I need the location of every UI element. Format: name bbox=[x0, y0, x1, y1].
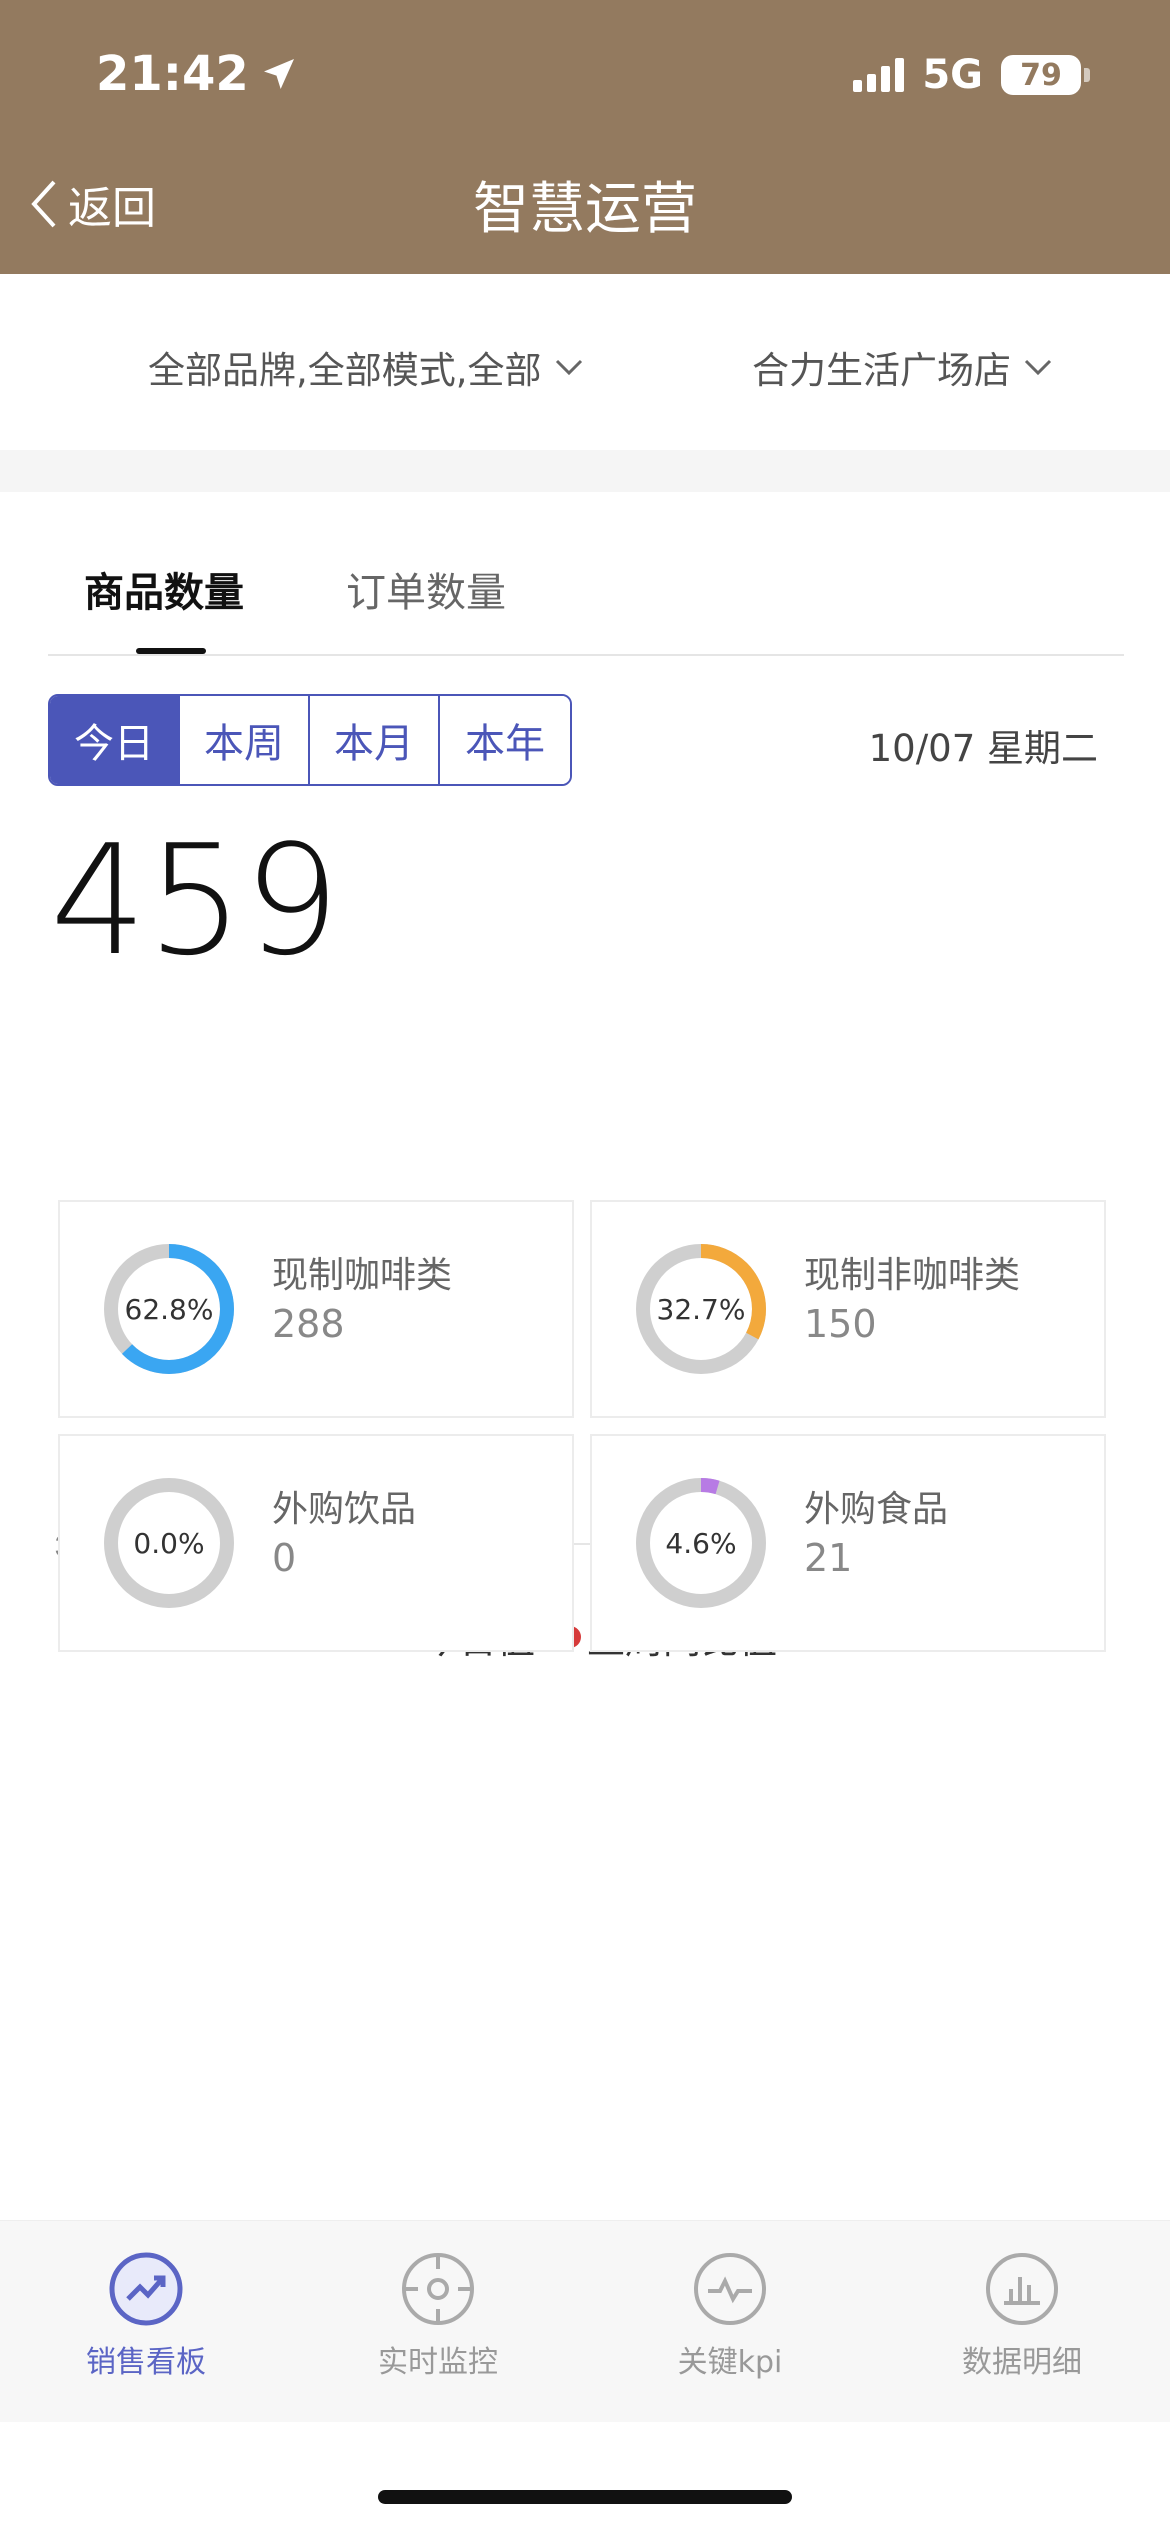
battery-icon: 79 bbox=[1001, 55, 1090, 95]
category-percent: 62.8% bbox=[124, 1292, 214, 1326]
store-filter-label: 合力生活广场店 bbox=[752, 349, 1011, 392]
filter-bar: 全部品牌,全部模式,全部 合力生活广场店 bbox=[0, 274, 1170, 450]
bottom-tab-bar: 销售看板 实时监控 关键kpi 数据明细 bbox=[0, 2220, 1170, 2422]
tab-label: 关键kpi bbox=[677, 2345, 783, 2380]
donut-ring bbox=[104, 1478, 234, 1608]
pulse-icon bbox=[694, 2253, 766, 2325]
home-area bbox=[0, 2422, 1170, 2532]
period-selector: 今日 本周 本月 本年 bbox=[48, 694, 572, 786]
category-name: 现制非咖啡类 bbox=[804, 1255, 1021, 1296]
status-bar-time: 21:42 bbox=[96, 46, 299, 102]
category-percent: 32.7% bbox=[656, 1292, 746, 1326]
category-value: 0 bbox=[272, 1536, 297, 1580]
donut-ring bbox=[104, 1244, 234, 1374]
tab-label: 数据明细 bbox=[962, 2345, 1082, 2380]
donut-ring bbox=[636, 1244, 766, 1374]
category-percent: 0.0% bbox=[133, 1526, 205, 1560]
network-type: 5G bbox=[922, 52, 983, 98]
chevron-down-icon bbox=[555, 359, 582, 376]
category-value: 21 bbox=[804, 1536, 853, 1580]
category-name: 外购食品 bbox=[804, 1489, 949, 1530]
category-name: 现制咖啡类 bbox=[272, 1255, 453, 1296]
active-tab-indicator bbox=[136, 648, 206, 654]
chevron-down-icon bbox=[1024, 359, 1052, 376]
page-title: 智慧运营 bbox=[473, 177, 697, 242]
bar-chart-icon bbox=[986, 2253, 1058, 2325]
donut-ring bbox=[636, 1478, 766, 1608]
status-bar-indicators: 5G 79 bbox=[853, 52, 1090, 98]
trend-up-icon bbox=[109, 2252, 183, 2326]
period-year[interactable]: 本年 bbox=[440, 696, 570, 784]
location-arrow-icon bbox=[263, 59, 294, 89]
chevron-left-icon bbox=[31, 180, 56, 228]
tab-order-count[interactable]: 订单数量 bbox=[346, 570, 506, 616]
category-card[interactable]: 4.6% 外购食品 21 bbox=[590, 1434, 1106, 1652]
app-header: 21:42 5G 79 返回 智慧运营 bbox=[0, 0, 1170, 274]
period-week[interactable]: 本周 bbox=[180, 696, 310, 784]
category-name: 外购饮品 bbox=[272, 1489, 417, 1530]
metric-tabs: 商品数量 订单数量 bbox=[48, 492, 1124, 656]
back-button[interactable]: 返回 bbox=[28, 172, 156, 236]
tab-label: 实时监控 bbox=[378, 2345, 498, 2380]
home-indicator[interactable] bbox=[378, 2490, 792, 2504]
current-date: 10/07 星期二 bbox=[868, 727, 1098, 770]
tab-sales-board[interactable]: 销售看板 bbox=[0, 2251, 292, 2381]
back-label: 返回 bbox=[68, 183, 156, 234]
period-month[interactable]: 本月 bbox=[310, 696, 440, 784]
category-card[interactable]: 32.7% 现制非咖啡类 150 bbox=[590, 1200, 1106, 1418]
clock: 21:42 bbox=[96, 46, 249, 102]
signal-icon bbox=[853, 58, 905, 92]
tab-product-count[interactable]: 商品数量 bbox=[84, 570, 244, 616]
tab-realtime-monitor[interactable]: 实时监控 bbox=[292, 2251, 584, 2381]
period-today[interactable]: 今日 bbox=[50, 696, 180, 784]
tab-label: 销售看板 bbox=[86, 2345, 206, 2380]
battery-level: 79 bbox=[1001, 55, 1081, 95]
total-count: 459 bbox=[50, 812, 341, 989]
category-value: 288 bbox=[272, 1302, 345, 1346]
tab-key-kpi[interactable]: 关键kpi bbox=[584, 2251, 876, 2381]
tab-data-detail[interactable]: 数据明细 bbox=[876, 2251, 1168, 2381]
brand-filter-dropdown[interactable]: 全部品牌,全部模式,全部 bbox=[148, 340, 584, 394]
brand-filter-label: 全部品牌,全部模式,全部 bbox=[148, 349, 542, 392]
category-percent: 4.6% bbox=[665, 1526, 737, 1560]
category-card[interactable]: 62.8% 现制咖啡类 288 bbox=[58, 1200, 574, 1418]
category-value: 150 bbox=[804, 1302, 877, 1346]
target-icon bbox=[402, 2253, 474, 2325]
category-card[interactable]: 0.0% 外购饮品 0 bbox=[58, 1434, 574, 1652]
store-filter-dropdown[interactable]: 合力生活广场店 bbox=[752, 340, 1053, 394]
